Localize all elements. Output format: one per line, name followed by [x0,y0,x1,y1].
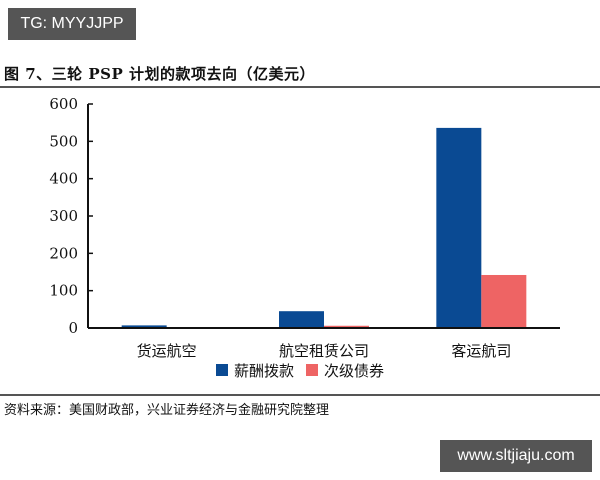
y-tick-label: 600 [49,95,78,113]
y-tick-label: 100 [49,282,78,300]
source-divider [0,394,600,396]
legend-label: 次级债券 [324,362,384,380]
chart-title: 图 7、三轮 PSP 计划的款项去向（亿美元） [4,65,315,83]
bars [121,127,527,328]
y-tick-label: 300 [49,207,78,225]
x-tick-label: 货运航空 [137,342,197,360]
y-tick-label: 0 [68,319,78,337]
bar [121,325,167,328]
y-axis: 0 100 200 300 400 500 600 [49,95,93,337]
legend-swatch [306,364,318,376]
watermark-bottom: www.sltjiaju.com [440,440,592,472]
y-tick-label: 200 [49,244,78,262]
bar [324,325,369,328]
bar [279,311,324,328]
bar [436,127,482,328]
watermark-top: TG: MYYJJPP [8,8,136,40]
legend: 薪酬拨款 次级债券 [216,362,384,380]
x-tick-label: 客运航司 [451,342,511,360]
bar-chart: 0 100 200 300 400 500 600 货运航空 航空租赁公司 客运航司 薪酬拨款 次… [49,95,560,380]
title-divider [0,86,600,88]
source-note: 资料来源：美国财政部，兴业证券经济与金融研究院整理 [4,403,330,418]
legend-label: 薪酬拨款 [234,362,294,380]
y-tick-label: 400 [49,170,78,188]
legend-swatch [216,364,228,376]
bar [481,274,527,328]
x-tick-label: 航空租赁公司 [279,342,369,360]
x-axis: 货运航空 航空租赁公司 客运航司 [88,327,560,360]
y-tick-label: 500 [49,132,78,150]
